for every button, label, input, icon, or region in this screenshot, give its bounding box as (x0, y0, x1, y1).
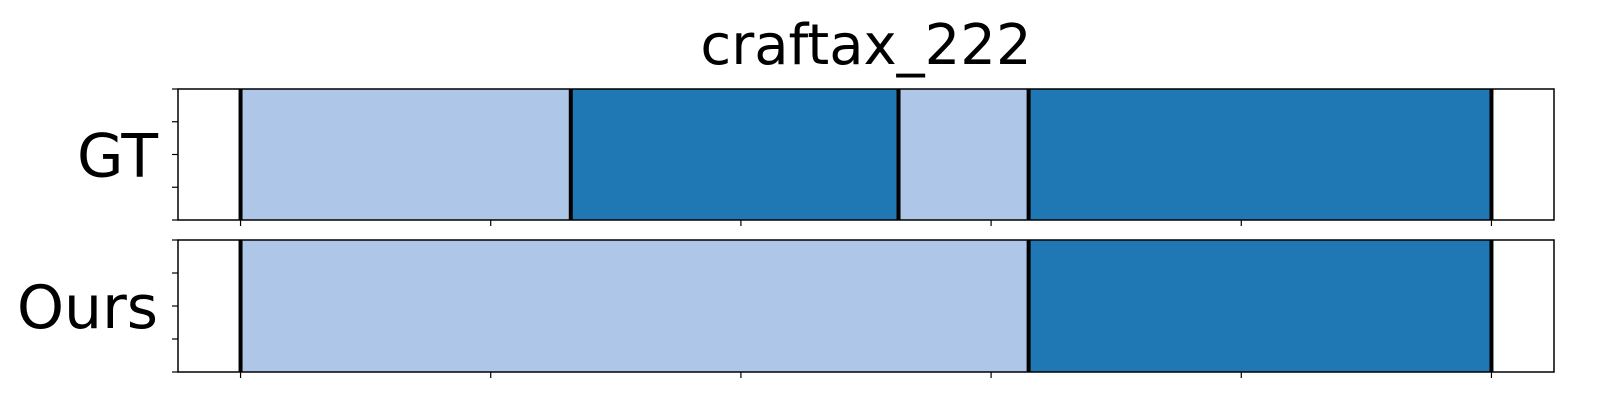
row-gt: GT (77, 88, 1555, 226)
row-ours: Ours (17, 239, 1555, 378)
segment-ours-1 (1028, 240, 1492, 372)
segment-ours-0 (240, 240, 1029, 372)
row-label-ours: Ours (17, 273, 158, 343)
segment-gt-2 (898, 89, 1029, 220)
segment-gt-1 (570, 89, 899, 220)
segment-gt-0 (240, 89, 571, 220)
chart-title: craftax_222 (700, 13, 1031, 78)
segment-gt-3 (1028, 89, 1492, 220)
row-label-gt: GT (77, 122, 158, 192)
